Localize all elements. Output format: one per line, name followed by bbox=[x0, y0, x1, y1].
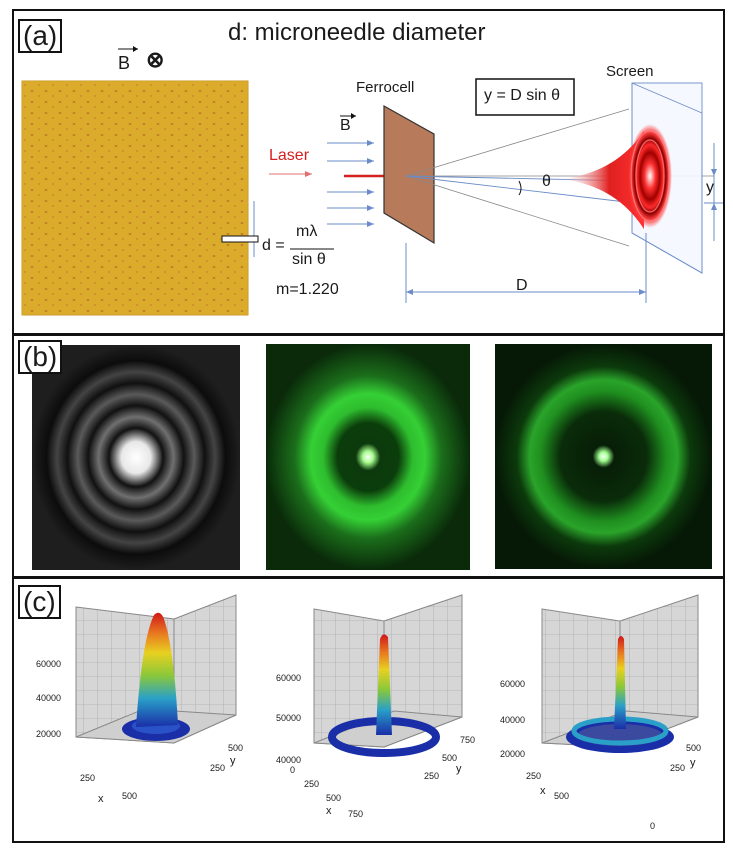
z-tick: 60000 bbox=[36, 659, 62, 669]
ferrocell-label: Ferrocell bbox=[356, 79, 415, 96]
x-tick: 250 bbox=[80, 773, 96, 783]
y-axis-label: y bbox=[230, 755, 236, 767]
simulated-airy-pattern bbox=[32, 345, 240, 570]
x-tick: 250 bbox=[304, 779, 320, 789]
equation-y: y = D sin θ bbox=[484, 87, 561, 104]
field-into-page-icon: ⊗ bbox=[146, 47, 165, 72]
x-axis-label: x bbox=[540, 785, 546, 797]
ferrocell bbox=[383, 104, 435, 245]
diffraction-horn bbox=[557, 131, 644, 229]
x-axis-label: x bbox=[326, 805, 332, 817]
x-tick: 500 bbox=[122, 791, 138, 801]
surface-plot-3 bbox=[541, 594, 699, 753]
z-tick: 60000 bbox=[500, 679, 526, 689]
y-tick: 250 bbox=[210, 763, 226, 773]
field-label: B bbox=[118, 53, 131, 73]
z-tick: 40000 bbox=[276, 755, 302, 765]
ferrocell-field-label: B bbox=[340, 117, 351, 134]
z-tick: 60000 bbox=[276, 673, 302, 683]
figure-title: d: microneedle diameter bbox=[228, 19, 486, 46]
diameter-bracket bbox=[221, 235, 259, 243]
x-tick: 0 bbox=[650, 821, 656, 831]
panel-label: (a) bbox=[18, 19, 63, 53]
diffraction-rings bbox=[628, 124, 672, 228]
laser-label: Laser bbox=[269, 147, 310, 164]
y-tick: 500 bbox=[686, 743, 702, 753]
z-tick: 50000 bbox=[276, 713, 302, 723]
z-tick: 20000 bbox=[500, 749, 526, 759]
z-tick: 40000 bbox=[500, 715, 526, 725]
y-tick: 250 bbox=[670, 763, 686, 773]
measured-diffraction-pattern-2 bbox=[495, 344, 712, 569]
x-tick: 500 bbox=[326, 793, 342, 803]
y-tick: 500 bbox=[228, 743, 244, 753]
x-tick: 750 bbox=[348, 809, 364, 819]
distance-label: D bbox=[516, 277, 528, 294]
x-tick: 0 bbox=[290, 765, 296, 775]
equation-box bbox=[475, 78, 575, 116]
panel-c: (c) 60000 40000 20000 250 500 x 250 500 … bbox=[12, 577, 725, 843]
y-axis-label: y bbox=[456, 763, 462, 775]
y-axis-label: y bbox=[690, 757, 696, 769]
equation-d-lhs: d = bbox=[262, 237, 285, 254]
y-tick: 750 bbox=[460, 735, 476, 745]
panel-a: (a) d: microneedle diameter B ⊗ Ferrocel… bbox=[12, 9, 725, 335]
equation-d-denominator: sin θ bbox=[292, 251, 326, 268]
y-tick: 250 bbox=[424, 771, 440, 781]
z-tick: 20000 bbox=[36, 729, 62, 739]
field-arrows bbox=[327, 140, 374, 227]
panel-label: (b) bbox=[18, 340, 63, 374]
panel-b: (b) bbox=[12, 334, 725, 578]
surface-plot-1 bbox=[75, 594, 237, 744]
measured-diffraction-pattern-1 bbox=[266, 344, 470, 570]
y-label: y bbox=[706, 179, 714, 196]
y-tick: 500 bbox=[442, 753, 458, 763]
ferrofluid-micrograph bbox=[21, 80, 249, 316]
x-axis-label: x bbox=[98, 793, 104, 805]
z-tick: 40000 bbox=[36, 693, 62, 703]
x-tick: 250 bbox=[526, 771, 542, 781]
theta-label: θ bbox=[542, 173, 551, 190]
surface-plot-2 bbox=[313, 594, 463, 757]
screen-label: Screen bbox=[606, 63, 654, 80]
x-tick: 500 bbox=[554, 791, 570, 801]
panel-label: (c) bbox=[18, 585, 61, 619]
equation-d-numerator: mλ bbox=[296, 223, 318, 240]
m-value: m=1.220 bbox=[276, 281, 339, 298]
